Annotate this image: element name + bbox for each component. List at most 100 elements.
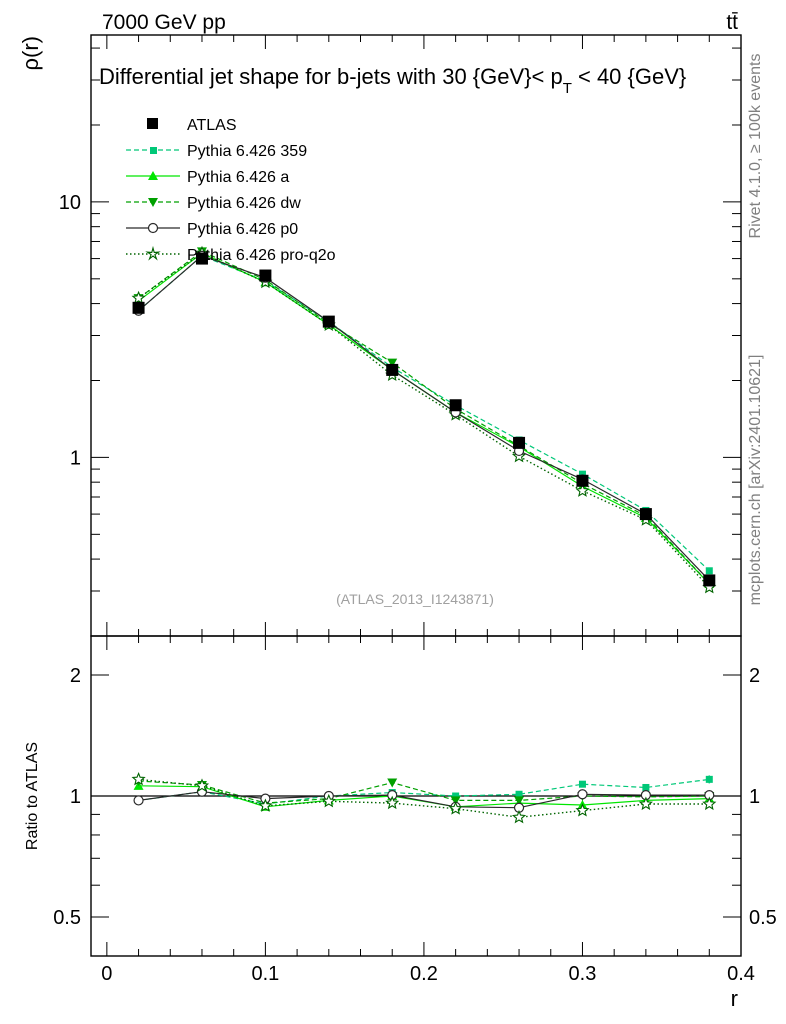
series-line-pp0: [138, 255, 710, 581]
series-pdw: [133, 247, 715, 589]
ratio-point-pq2o: [511, 809, 527, 824]
ratio-y-axis-label: Ratio to ATLAS: [24, 742, 41, 850]
data-point-atlas: [322, 315, 335, 328]
legend-label-p359: Pythia 6.426 359: [187, 143, 307, 160]
ratio-point-pq2o: [448, 801, 463, 815]
ratio-y-tick-label: 1: [70, 786, 81, 808]
ratio-point-p359: [452, 792, 460, 800]
main-panel: 1 10 ρ(r) Differential jet shape for b-je…: [18, 34, 742, 637]
legend-marker-p359: [150, 147, 157, 154]
ratio-y-tick-label-right: 2: [749, 665, 760, 687]
legend-entry-pp0: Pythia 6.426 p0: [126, 221, 298, 238]
ratio-point-pq2o: [702, 796, 717, 811]
x-axis-label: r: [731, 986, 738, 1011]
data-point-atlas: [259, 269, 272, 282]
series-line-pq2o: [138, 252, 710, 588]
rivet-version-label: Rivet 4.1.0, ≥ 100k events: [747, 54, 764, 239]
mcplots-label: mcplots.cern.ch [arXiv:2401.10621]: [747, 355, 764, 606]
plot-title-subscript: T: [563, 80, 572, 97]
legend-entry-pdw: Pythia 6.426 dw: [126, 195, 301, 212]
series-p359: [135, 252, 713, 575]
series-pp0: [133, 250, 715, 586]
ratio-point-p359: [515, 790, 523, 798]
analysis-id-label: (ATLAS_2013_I1243871): [336, 591, 494, 607]
data-point-atlas: [195, 252, 208, 265]
legend-entry-atlas: ATLAS: [147, 117, 237, 134]
plot-title: Differential jet shape for b-jets with 3…: [99, 64, 686, 97]
data-point-atlas: [576, 474, 589, 487]
series-atlas: [132, 252, 716, 587]
ratio-point-pq2o: [131, 771, 146, 786]
ratio-point-pdw: [450, 796, 461, 806]
legend-marker-pa: [148, 171, 158, 180]
data-point-atlas: [449, 399, 462, 412]
ratio-point-pq2o: [638, 796, 653, 811]
ratio-point-p359: [642, 783, 650, 791]
x-tick-label: 0.3: [569, 963, 597, 985]
legend-label-pp0: Pythia 6.426 p0: [187, 221, 298, 238]
main-series-group: [131, 245, 717, 594]
ratio-axis-ticks: 0.5 0.5 1 1 2 2 0 0.1 0.2 0.3 0.4: [53, 636, 777, 985]
series-line-p359: [138, 255, 710, 572]
ratio-point-pp0: [577, 789, 588, 800]
ratio-point-p359: [578, 780, 586, 788]
ratio-panel: 0.5 0.5 1 1 2 2 0 0.1 0.2 0.3 0.4 Ratio to ATLAS r: [24, 635, 777, 1011]
series-pa: [133, 248, 715, 588]
legend-label-atlas: ATLAS: [187, 117, 237, 134]
legend-marker-pq2o: [145, 245, 161, 261]
legend-entry-p359: Pythia 6.426 359: [126, 143, 307, 160]
data-point-atlas: [703, 574, 716, 587]
ratio-point-pdw: [387, 778, 398, 788]
energy-label: 7000 GeV pp: [102, 11, 226, 34]
main-axis-ticks: 1 10: [59, 35, 742, 637]
ratio-y-tick-label: 0.5: [53, 907, 81, 929]
ratio-point-pdw: [514, 796, 525, 806]
x-tick-label: 0.2: [410, 963, 438, 985]
main-y-tick-label: 10: [59, 192, 81, 214]
ratio-series-pq2o: [131, 771, 717, 824]
legend-entry-pq2o: Pythia 6.426 pro-q2o: [126, 245, 336, 264]
ratio-point-pp0: [133, 795, 144, 806]
data-point-atlas: [132, 301, 145, 314]
data-point-p359: [578, 470, 586, 478]
data-point-p359: [705, 567, 713, 575]
x-tick-label: 0: [101, 963, 112, 985]
x-tick-label: 0.1: [251, 963, 279, 985]
legend-marker-atlas: [147, 118, 158, 129]
ratio-series-group: [131, 771, 717, 824]
ratio-line-pdw: [138, 780, 710, 804]
ratio-point-pq2o: [258, 798, 273, 812]
legend-marker-pp0: [147, 222, 159, 234]
data-point-atlas: [639, 508, 652, 521]
data-point-pdw: [387, 358, 398, 368]
ratio-point-pq2o: [385, 795, 400, 810]
series-line-pdw: [138, 250, 710, 585]
data-point-atlas: [386, 363, 399, 376]
ratio-point-pq2o: [575, 803, 590, 817]
main-y-tick-label: 1: [70, 447, 81, 469]
series-pq2o: [131, 245, 717, 594]
ratio-y-tick-label-right: 0.5: [749, 907, 777, 929]
legend: ATLAS Pythia 6.426 359 Pythia 6.426 a Py…: [126, 117, 336, 264]
x-tick-label: 0.4: [727, 963, 755, 985]
ratio-point-p359: [705, 775, 713, 783]
ratio-line-pq2o: [138, 778, 710, 819]
legend-label-pq2o: Pythia 6.426 pro-q2o: [187, 247, 336, 264]
series-line-pa: [138, 252, 710, 585]
legend-label-pa: Pythia 6.426 a: [187, 169, 289, 186]
process-label: tt̄: [726, 11, 738, 34]
ratio-point-pq2o: [194, 778, 210, 792]
ratio-y-tick-label-right: 1: [749, 786, 760, 808]
data-point-pq2o: [575, 483, 590, 497]
ratio-line-p359: [138, 778, 710, 805]
plot-title-part2: < 40 {GeV}: [572, 64, 686, 89]
ratio-y-tick-label: 2: [70, 665, 81, 687]
plot-title-part1: Differential jet shape for b-jets with 3…: [99, 64, 563, 89]
legend-entry-pa: Pythia 6.426 a: [126, 169, 289, 186]
legend-marker-pdw: [148, 198, 158, 207]
legend-label-pdw: Pythia 6.426 dw: [187, 195, 301, 212]
data-point-atlas: [513, 436, 526, 449]
data-point-pq2o: [131, 290, 146, 305]
main-y-axis-label: ρ(r): [18, 36, 43, 71]
